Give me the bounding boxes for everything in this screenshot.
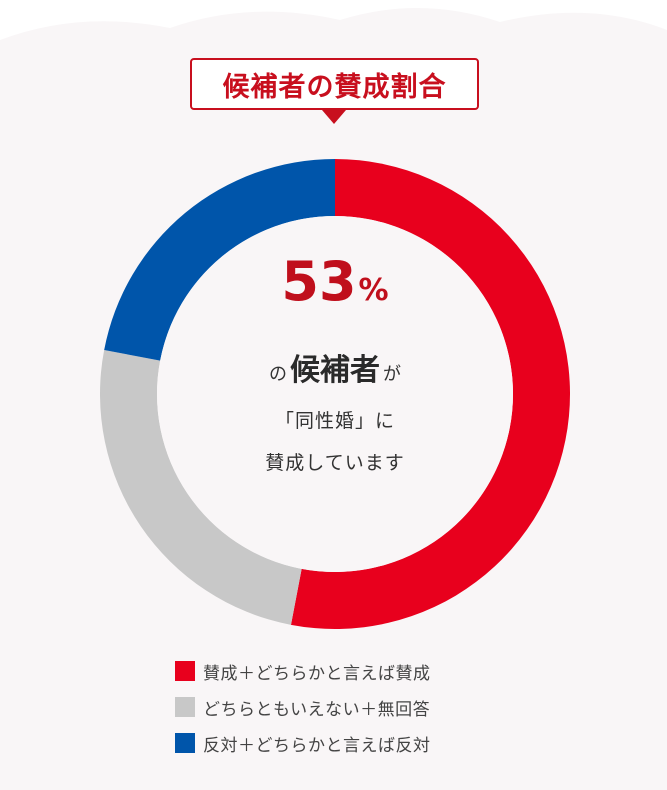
legend-label-disagree: 反対＋どちらかと言えば反対 — [203, 735, 431, 756]
legend-label-neutral: どちらともいえない＋無回答 — [203, 699, 431, 720]
legend-item-neutral: どちらともいえない＋無回答 — [175, 696, 431, 720]
legend-swatch-disagree — [175, 733, 195, 753]
center-line-topic: 「同性婚」に — [274, 410, 395, 432]
legend-label-agree: 賛成＋どちらかと言えば賛成 — [203, 663, 431, 684]
legend-swatch-neutral — [175, 697, 195, 717]
legend-item-disagree: 反対＋どちらかと言えば反対 — [175, 732, 431, 756]
chart-legend: 賛成＋どちらかと言えば賛成 どちらともいえない＋無回答 反対＋どちらかと言えば反… — [175, 660, 431, 768]
donut-slice-agree — [290, 159, 570, 629]
donut-chart — [100, 159, 570, 629]
center-suffix: が — [383, 364, 401, 385]
donut-slice-neutral — [100, 349, 302, 625]
title-pointer-arrow — [322, 110, 346, 124]
center-line-subject: の候補者が — [185, 351, 485, 391]
center-subject: 候補者 — [290, 353, 380, 388]
donut-center-text: 53% の候補者が 「同性婚」に 賛成しています — [185, 255, 485, 475]
legend-item-agree: 賛成＋どちらかと言えば賛成 — [175, 660, 431, 684]
chart-title: 候補者の賛成割合 — [190, 58, 479, 110]
center-line-verb: 賛成しています — [265, 452, 405, 474]
highlight-percent-value: 53 — [281, 250, 357, 313]
center-prefix: の — [269, 364, 287, 385]
donut-hole — [157, 216, 513, 572]
legend-swatch-agree — [175, 661, 195, 681]
highlight-percent-sign: % — [358, 273, 389, 308]
donut-slice-disagree — [104, 159, 335, 361]
highlight-percent: 53% — [185, 255, 485, 317]
